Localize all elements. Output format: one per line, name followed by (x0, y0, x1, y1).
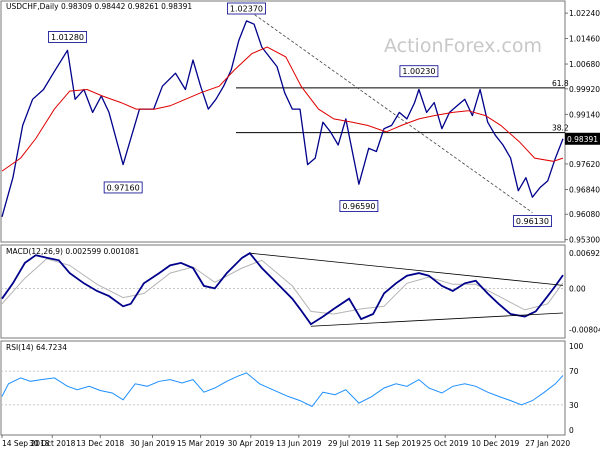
price-tick-label: 1.02240 (569, 9, 600, 18)
rsi-tick-label: 0 (569, 426, 574, 435)
macd-tick-label: -0.008049 (569, 326, 600, 335)
annotation-label: 0.96130 (516, 217, 549, 226)
x-tick-label: 14 Sep 2018 (2, 439, 50, 448)
price-tick-label: 0.99920 (569, 85, 600, 94)
x-tick-label: 10 Dec 2019 (471, 439, 519, 448)
rsi-tick-label: 100 (569, 342, 584, 351)
macd-signal-line (1, 258, 564, 315)
fib-level-61.8-label: 61.8 (552, 79, 569, 88)
x-tick-label: 30 Jan 2019 (130, 439, 175, 448)
price-y-axis: 1.02240 1.01460 1.00680 0.99920 0.99140 0.983… (565, 9, 600, 245)
x-tick-label: 15 Mar 2019 (177, 439, 225, 448)
annotation-box (227, 2, 266, 15)
macd-tick-label: 0.00 (569, 284, 586, 293)
price-series-line (1, 20, 564, 217)
current-price-label: 0.98391 (567, 135, 598, 144)
price-annotations: 1.01280 1.02370 0.97160 0.96590 1.00230 0.961… (48, 2, 552, 227)
macd-label: MACD(12,26,9) 0.002599 0.001081 (6, 247, 140, 256)
annotation-label: 1.01280 (51, 33, 84, 42)
price-tick-label: 0.95300 (569, 236, 600, 245)
rsi-panel: RSI(14) 64.7234 (0, 340, 566, 436)
macd-line (1, 252, 564, 326)
annotation-box (48, 31, 87, 43)
x-tick-label: 13 Jun 2019 (276, 439, 321, 448)
price-tick-label: 1.01460 (569, 35, 600, 44)
annotation-label: 0.96590 (342, 202, 375, 211)
price-tick-label: 0.97620 (569, 160, 600, 169)
price-panel-frame (0, 0, 566, 243)
annotation-box (399, 65, 439, 78)
rsi-y-axis: 100 70 30 0 (569, 342, 584, 435)
annotation-label: 1.02370 (230, 5, 263, 14)
descending-trendline (246, 8, 533, 213)
macd-lower-trendline (310, 312, 564, 327)
x-tick-label: 13 Dec 2018 (76, 439, 124, 448)
rsi-line (1, 372, 564, 408)
price-panel: ActionForex.com 61.8 38.2 1.01280 1.02370… (0, 0, 569, 243)
price-tick-label: 0.96080 (569, 210, 600, 219)
rsi-tick-label: 30 (569, 401, 579, 410)
annotation-box (339, 200, 379, 212)
macd-panel-frame (0, 244, 566, 339)
x-tick-label: 27 Jan 2020 (525, 439, 570, 448)
moving-average-line (1, 46, 564, 172)
annotation-label: 1.00230 (402, 67, 435, 76)
macd-y-axis: 0.006927 0.00 -0.008049 (569, 249, 600, 335)
watermark: ActionForex.com (384, 35, 542, 57)
chart-header: USDCHF,Daily 0.98309 0.98442 0.98261 0.9… (6, 2, 192, 11)
macd-panel: MACD(12,26,9) 0.002599 0.001081 (0, 244, 566, 339)
annotation-box (103, 181, 143, 194)
x-tick-label: 30 Apr 2019 (228, 439, 275, 448)
fib-level-38.2-label: 38.2 (552, 124, 569, 133)
macd-upper-trendline (249, 252, 564, 286)
x-tick-label: 25 Oct 2019 (422, 439, 469, 448)
rsi-tick-label: 70 (569, 367, 579, 376)
rsi-panel-frame (0, 340, 566, 436)
current-price-marker (565, 132, 600, 145)
annotation-label: 0.97160 (107, 183, 140, 192)
price-tick-label: 1.00680 (569, 60, 600, 69)
price-tick-label: 0.99140 (569, 110, 600, 119)
x-tick-label: 29 Jul 2019 (328, 439, 371, 448)
annotation-box (513, 215, 552, 227)
x-tick-label: 30 Oct 2018 (29, 439, 76, 448)
price-tick-label: 0.96840 (569, 185, 600, 194)
rsi-label: RSI(14) 64.7234 (6, 343, 67, 352)
x-tick-label: 11 Sep 2019 (373, 439, 421, 448)
macd-tick-label: 0.006927 (569, 249, 600, 258)
